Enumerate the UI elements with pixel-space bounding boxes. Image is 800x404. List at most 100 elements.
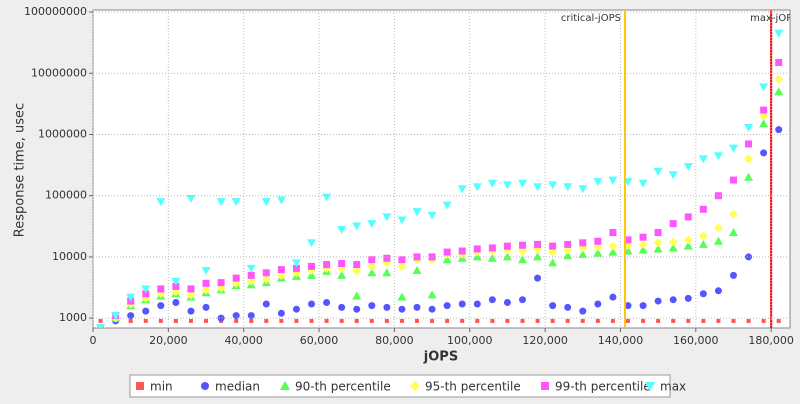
point <box>412 265 422 274</box>
point <box>610 318 615 323</box>
point <box>503 242 511 250</box>
point <box>653 167 663 176</box>
point <box>759 111 769 121</box>
point <box>234 318 239 323</box>
point <box>565 318 570 323</box>
point <box>654 297 662 305</box>
point <box>427 290 437 299</box>
point <box>578 249 588 258</box>
point <box>443 248 451 256</box>
point <box>279 318 284 323</box>
point <box>398 256 406 264</box>
point <box>520 318 525 323</box>
point <box>367 220 377 229</box>
point <box>729 271 737 279</box>
legend-label: max <box>660 380 686 394</box>
point <box>609 229 617 237</box>
point <box>760 106 768 114</box>
point <box>774 87 784 96</box>
x-tick-label: 120,000 <box>522 334 568 347</box>
point <box>217 279 225 287</box>
point <box>683 241 693 250</box>
point <box>472 183 482 192</box>
point <box>217 314 225 322</box>
point <box>641 318 646 323</box>
point <box>264 318 269 323</box>
point <box>126 293 136 302</box>
point <box>247 271 255 279</box>
point <box>383 303 391 311</box>
point <box>277 309 285 317</box>
point <box>186 195 196 204</box>
point <box>201 285 211 295</box>
point <box>518 255 528 264</box>
point <box>580 318 585 323</box>
point <box>247 312 255 320</box>
point <box>625 318 630 323</box>
point <box>686 318 691 323</box>
x-tick-label: 160,000 <box>673 334 719 347</box>
point <box>277 266 285 274</box>
legend-label: min <box>150 380 173 394</box>
point <box>609 293 617 301</box>
point <box>563 183 573 192</box>
y-tick-label: 100000 <box>45 189 87 202</box>
point <box>382 268 392 277</box>
point <box>638 245 648 254</box>
point <box>96 324 106 328</box>
point <box>458 247 466 255</box>
point <box>728 144 738 153</box>
point <box>775 58 783 66</box>
point <box>713 223 723 233</box>
legend-marker <box>541 382 549 390</box>
legend-label: 90-th percentile <box>295 380 391 394</box>
point <box>548 181 558 190</box>
point <box>761 318 766 323</box>
point <box>202 303 210 311</box>
point <box>639 233 647 241</box>
point <box>473 245 481 253</box>
point <box>656 318 661 323</box>
point <box>624 236 632 244</box>
point <box>187 307 195 315</box>
point <box>744 154 754 164</box>
x-tick-label: 0 <box>90 334 97 347</box>
point <box>442 255 452 264</box>
legend-marker <box>410 381 420 391</box>
point <box>488 296 496 304</box>
point <box>352 291 362 300</box>
point <box>308 300 316 308</box>
point <box>352 222 362 231</box>
point <box>714 192 722 200</box>
point <box>232 312 240 320</box>
point <box>460 318 465 323</box>
point <box>291 259 301 268</box>
point <box>745 140 753 148</box>
point <box>669 220 677 228</box>
point <box>323 261 331 269</box>
point <box>309 318 314 323</box>
point <box>143 318 148 323</box>
point <box>367 268 377 277</box>
legend-marker <box>645 382 655 391</box>
point <box>728 209 738 219</box>
point <box>111 312 121 321</box>
point <box>188 318 193 323</box>
point <box>294 318 299 323</box>
point <box>668 237 678 247</box>
point <box>638 239 648 249</box>
point <box>728 228 738 237</box>
point <box>141 285 151 294</box>
point <box>759 119 769 128</box>
point <box>593 248 603 257</box>
point <box>157 302 165 310</box>
point <box>457 185 467 194</box>
point <box>579 239 587 247</box>
point <box>399 318 404 323</box>
point <box>487 179 497 188</box>
point <box>324 318 329 323</box>
point <box>382 213 392 222</box>
point <box>353 305 361 313</box>
point <box>671 318 676 323</box>
reference-label: critical-jOPS <box>561 13 621 24</box>
